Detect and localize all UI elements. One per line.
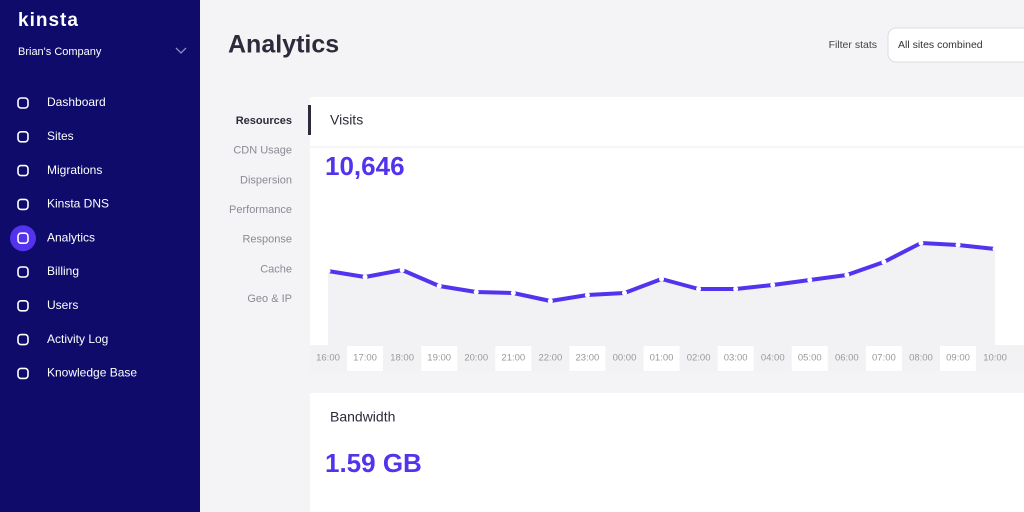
- tick-bg: [940, 346, 977, 371]
- brand: kinsta: [18, 10, 79, 31]
- point: [955, 242, 961, 248]
- company[interactable]: Brian's Company: [18, 46, 102, 58]
- nav-icon: [17, 131, 29, 143]
- subnav-item[interactable]: CDN Usage: [233, 145, 292, 157]
- nav-item[interactable]: Analytics: [47, 230, 95, 244]
- page-title: Analytics: [228, 31, 339, 59]
- x-tick-label: 08:00: [909, 353, 933, 364]
- point: [584, 292, 590, 298]
- active-icon-bg: [10, 225, 36, 252]
- x-tick-label: 21:00: [501, 353, 525, 364]
- x-tick-label: 03:00: [724, 353, 748, 364]
- subnav-item[interactable]: Performance: [229, 204, 292, 216]
- x-tick-label: 05:00: [798, 353, 822, 364]
- nav-item[interactable]: Kinsta DNS: [47, 197, 109, 211]
- nav-icon: [17, 266, 29, 278]
- nav-item[interactable]: Migrations: [47, 163, 102, 177]
- nav-icon: [17, 299, 29, 312]
- subnav-item[interactable]: Dispersion: [240, 174, 292, 186]
- tick-bg: [569, 346, 606, 371]
- nav-item[interactable]: Knowledge Base: [47, 366, 137, 380]
- point: [362, 274, 368, 280]
- point: [436, 283, 442, 289]
- point: [325, 268, 331, 274]
- x-tick-label: 07:00: [872, 353, 896, 364]
- point: [547, 298, 553, 304]
- chevron[interactable]: [175, 47, 187, 54]
- nav-item[interactable]: Activity Log: [47, 332, 108, 346]
- x-tick-label: 04:00: [761, 353, 785, 364]
- point: [510, 290, 516, 296]
- point: [473, 289, 479, 295]
- x-tick-label: 22:00: [538, 353, 562, 364]
- subnav-item[interactable]: Resources: [236, 115, 292, 127]
- tick-bg: [421, 346, 458, 371]
- x-tick-label: 17:00: [353, 353, 377, 364]
- bandwidth-card: [310, 393, 1024, 512]
- card-title: Visits: [330, 112, 363, 128]
- point: [770, 282, 776, 288]
- tick-bg: [495, 346, 532, 371]
- subnav-item[interactable]: Cache: [260, 263, 292, 275]
- point: [918, 240, 924, 246]
- nav-icon: [17, 367, 29, 380]
- tick-bg: [791, 346, 828, 371]
- nav-icon: [17, 232, 29, 244]
- point: [733, 286, 739, 292]
- card-title: Bandwidth: [330, 409, 395, 425]
- x-tick-label: 19:00: [427, 353, 451, 364]
- nav-item[interactable]: Dashboard: [47, 95, 106, 109]
- subnav-item[interactable]: Geo & IP: [247, 293, 292, 305]
- x-tick-label: 16:00: [316, 353, 340, 364]
- tick-bg: [347, 346, 384, 371]
- nav-item[interactable]: Billing: [47, 264, 79, 278]
- point: [881, 259, 887, 265]
- x-tick-label: 20:00: [464, 353, 488, 364]
- active-marker: [308, 105, 311, 135]
- filter-select[interactable]: [887, 27, 1024, 63]
- x-tick-label: 06:00: [835, 353, 859, 364]
- tick-bg: [865, 346, 902, 371]
- tick-bg: [643, 346, 680, 371]
- point: [844, 272, 850, 278]
- point: [621, 290, 627, 296]
- nav-item[interactable]: Users: [47, 298, 78, 312]
- filter-value[interactable]: All sites combined: [898, 39, 983, 51]
- x-tick-label: 18:00: [390, 353, 414, 364]
- bandwidth-total: 1.59 GB: [325, 448, 422, 478]
- point: [399, 267, 405, 273]
- subnav-item[interactable]: Response: [242, 234, 292, 246]
- point: [659, 276, 665, 282]
- nav-icon: [17, 333, 29, 346]
- nav-icon: [17, 198, 29, 211]
- nav-item[interactable]: Sites: [47, 129, 74, 143]
- x-tick-label: 00:00: [613, 353, 637, 364]
- line-area: [328, 243, 996, 345]
- x-tick-label: 10:00: [983, 353, 1007, 364]
- x-tick-label: 23:00: [576, 353, 600, 364]
- x-tick-label: 09:00: [946, 353, 970, 364]
- filter-label: Filter stats: [829, 39, 877, 51]
- point: [992, 246, 998, 252]
- x-tick-label: 02:00: [687, 353, 711, 364]
- point: [807, 277, 813, 283]
- visits-total: 10,646: [325, 151, 405, 181]
- x-tick-label: 01:00: [650, 353, 674, 364]
- nav-icon: [17, 97, 29, 109]
- sidebar: [0, 0, 200, 512]
- tick-bg: [717, 346, 754, 371]
- point: [696, 286, 702, 292]
- nav-icon: [17, 164, 29, 177]
